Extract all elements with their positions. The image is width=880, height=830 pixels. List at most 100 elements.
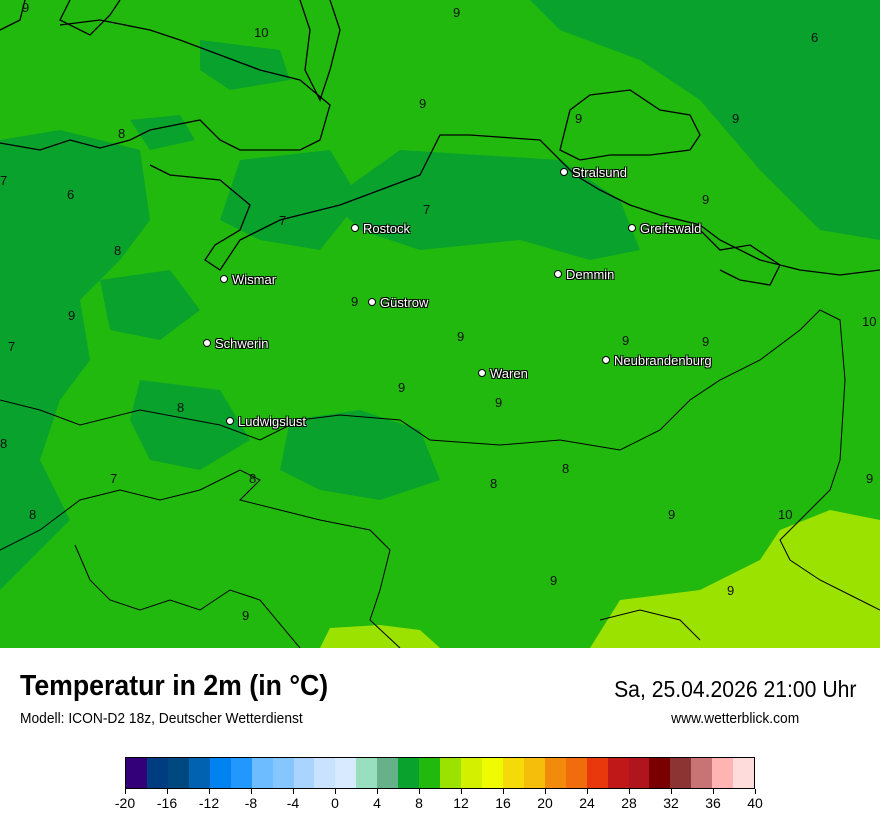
map-title: Temperatur in 2m (in °C)	[20, 670, 329, 702]
legend-tick-label: 4	[373, 795, 381, 811]
legend-swatch	[607, 758, 629, 788]
legend-tick-label: 32	[663, 795, 679, 811]
isoline-label: 7	[279, 213, 287, 228]
legend-tick-label: 0	[331, 795, 339, 811]
legend-tick-mark	[629, 789, 630, 794]
legend-tick-label: 20	[537, 795, 553, 811]
color-legend	[125, 757, 755, 789]
isoline-label: 9	[732, 111, 740, 126]
legend-swatch	[481, 758, 503, 788]
legend-swatch	[628, 758, 650, 788]
legend-swatch	[398, 758, 420, 788]
city-wismar: Wismar	[220, 272, 276, 287]
legend-swatch	[523, 758, 545, 788]
isoline-label: 9	[398, 380, 406, 395]
isoline-label: 9	[622, 333, 630, 348]
isoline-label: 9	[702, 334, 710, 349]
city-rostock: Rostock	[351, 221, 410, 236]
legend-swatch	[230, 758, 252, 788]
temperature-map	[0, 0, 880, 648]
isoline-label: 7	[8, 339, 16, 354]
city-greifswald: Greifswald	[628, 221, 701, 236]
legend-swatch	[356, 758, 378, 788]
isoline-label: 6	[67, 187, 75, 202]
legend-swatch	[209, 758, 231, 788]
isoline-label: 8	[249, 471, 257, 486]
legend-swatch	[670, 758, 692, 788]
legend-swatch	[502, 758, 524, 788]
legend-swatch	[461, 758, 482, 788]
legend-swatch	[440, 758, 461, 788]
coastline	[0, 0, 880, 286]
legend-swatch	[544, 758, 566, 788]
legend-swatch	[586, 758, 608, 788]
legend-tick-label: 12	[453, 795, 469, 811]
legend-tick-label: 28	[621, 795, 637, 811]
legend-ticks: -20 -16 -12 -8 -4 0 4 8 12 16 20 24 28 32 36 40	[115, 789, 763, 819]
forecast-datetime: Sa, 25.04.2026 21:00 Uhr	[613, 676, 856, 702]
state-borders	[0, 309, 880, 648]
legend-tick-mark	[167, 789, 168, 794]
legend-swatch	[565, 758, 587, 788]
isoline-label: 8	[177, 400, 185, 415]
legend-tick-label: 16	[495, 795, 511, 811]
model-info: Modell: ICON-D2 18z, Deutscher Wetterdie…	[20, 710, 303, 727]
legend-swatch	[146, 758, 168, 788]
isoline-label: 7	[110, 471, 118, 486]
legend-swatch	[691, 758, 713, 788]
legend-swatch	[293, 758, 315, 788]
city-demmin: Demmin	[554, 267, 614, 282]
legend-tick-label: -20	[114, 795, 136, 811]
legend-swatch	[188, 758, 210, 788]
legend-tick-mark	[587, 789, 588, 794]
isoline-label: 10	[254, 25, 269, 40]
legend-swatch	[272, 758, 294, 788]
website-credit: www.wetterblick.com	[670, 710, 799, 727]
legend-swatch	[335, 758, 357, 788]
legend-tick-mark	[209, 789, 210, 794]
legend-tick-label: -16	[156, 795, 178, 811]
legend-tick-mark	[377, 789, 378, 794]
legend-swatch	[167, 758, 189, 788]
isoline-label: 10	[862, 314, 877, 329]
isoline-label: 8	[562, 461, 570, 476]
legend-swatch	[712, 758, 734, 788]
isoline-label: 9	[495, 395, 503, 410]
isoline-label: 9	[22, 0, 30, 15]
isoline-label: 9	[575, 111, 583, 126]
legend-swatch	[126, 758, 147, 788]
isoline-label: 9	[419, 96, 427, 111]
legend-tick-label: 36	[705, 795, 721, 811]
legend-swatch	[314, 758, 336, 788]
legend-swatch	[251, 758, 273, 788]
legend-swatch	[649, 758, 671, 788]
temp-zone-6-8	[0, 0, 880, 590]
isoline-label: 8	[29, 507, 37, 522]
isoline-label: 9	[242, 608, 250, 623]
legend-tick-mark	[335, 789, 336, 794]
isoline-label: 10	[778, 507, 793, 522]
isoline-label: 9	[550, 573, 558, 588]
legend-swatch	[733, 758, 755, 788]
temp-zone-10-12	[320, 510, 880, 648]
isoline-label: 9	[866, 471, 874, 486]
isoline-label: 6	[811, 30, 819, 45]
isoline-label: 8	[114, 243, 122, 258]
legend-tick-mark	[251, 789, 252, 794]
isoline-label: 9	[702, 192, 710, 207]
city-waren: Waren	[478, 366, 528, 381]
legend-tick-mark	[419, 789, 420, 794]
isoline-label: 9	[457, 329, 465, 344]
isoline-label: 9	[351, 294, 359, 309]
legend-tick-mark	[671, 789, 672, 794]
isoline-label: 8	[118, 126, 126, 141]
legend-tick-mark	[503, 789, 504, 794]
city-stralsund: Stralsund	[560, 165, 627, 180]
isoline-label: 7	[0, 173, 8, 188]
legend-tick-mark	[545, 789, 546, 794]
legend-tick-label: 8	[415, 795, 423, 811]
isoline-label: 9	[68, 308, 76, 323]
legend-tick-label: -4	[286, 795, 300, 811]
legend-tick-mark	[461, 789, 462, 794]
isoline-label: 8	[0, 436, 8, 451]
